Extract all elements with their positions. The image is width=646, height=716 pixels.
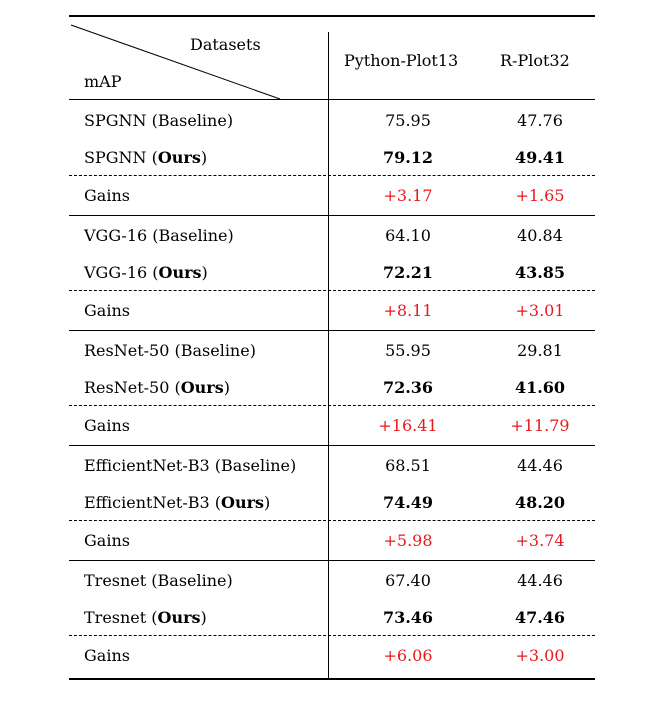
ours-value-cell: 47.46 bbox=[514, 608, 566, 627]
ours-value-cell: 49.41 bbox=[514, 148, 566, 167]
ours-label-prefix: ResNet-50 ( bbox=[84, 378, 181, 397]
ours-value-cell: 43.85 bbox=[514, 263, 566, 282]
gains-value-cell: +3.17 bbox=[383, 186, 433, 205]
baseline-value-cell: 44.46 bbox=[517, 571, 563, 590]
gains-value-cell: +3.01 bbox=[515, 301, 565, 320]
header-diagonal-line bbox=[70, 24, 281, 100]
group-separator bbox=[69, 445, 595, 446]
baseline-row-label: VGG-16 (Baseline) bbox=[84, 226, 234, 245]
baseline-value-cell: 40.84 bbox=[517, 226, 563, 245]
ours-row-label: ResNet-50 (Ours) bbox=[84, 378, 230, 398]
ours-label-bold: Ours bbox=[180, 378, 224, 397]
column-divider bbox=[328, 32, 329, 679]
ours-label-suffix: ) bbox=[201, 263, 208, 282]
group-separator bbox=[69, 560, 595, 561]
ours-label-prefix: VGG-16 ( bbox=[84, 263, 159, 282]
group-separator bbox=[69, 330, 595, 331]
ours-label-prefix: Tresnet ( bbox=[84, 608, 158, 627]
ours-label-bold: Ours bbox=[158, 263, 202, 282]
ours-value-cell: 74.49 bbox=[382, 493, 434, 512]
gains-row-label: Gains bbox=[84, 531, 130, 550]
ours-value-cell: 41.60 bbox=[514, 378, 566, 397]
baseline-row-label: ResNet-50 (Baseline) bbox=[84, 341, 256, 360]
baseline-value-cell: 67.40 bbox=[385, 571, 431, 590]
baseline-value-cell: 29.81 bbox=[517, 341, 563, 360]
gains-value-cell: +1.65 bbox=[515, 186, 565, 205]
header-rule bbox=[69, 99, 595, 100]
ours-value-cell: 72.21 bbox=[382, 263, 434, 282]
baseline-value-cell: 68.51 bbox=[385, 456, 431, 475]
ours-value-cell: 72.36 bbox=[382, 378, 434, 397]
column-header-r-plot32: R-Plot32 bbox=[500, 51, 570, 70]
gains-row-label: Gains bbox=[84, 416, 130, 435]
column-header-python-plot13: Python-Plot13 bbox=[344, 51, 459, 70]
ours-label-bold: Ours bbox=[221, 493, 265, 512]
baseline-value-cell: 64.10 bbox=[385, 226, 431, 245]
baseline-value-cell: 55.95 bbox=[385, 341, 431, 360]
ours-value-cell: 73.46 bbox=[382, 608, 434, 627]
corner-header-datasets: Datasets bbox=[190, 35, 261, 54]
baseline-row-label: SPGNN (Baseline) bbox=[84, 111, 234, 130]
bottom-rule bbox=[69, 678, 595, 680]
gains-value-cell: +5.98 bbox=[383, 531, 433, 550]
gains-value-cell: +6.06 bbox=[383, 646, 433, 665]
ours-row-label: VGG-16 (Ours) bbox=[84, 263, 208, 283]
results-table: Datasets mAP Python-Plot13 R-Plot32 SPGN… bbox=[69, 15, 595, 681]
baseline-row-label: Tresnet (Baseline) bbox=[84, 571, 233, 590]
gains-row-label: Gains bbox=[84, 646, 130, 665]
dashed-separator bbox=[69, 635, 595, 636]
ours-label-bold: Ours bbox=[157, 608, 201, 627]
ours-label-suffix: ) bbox=[200, 608, 207, 627]
dashed-separator bbox=[69, 175, 595, 176]
group-separator bbox=[69, 215, 595, 216]
dashed-separator bbox=[69, 405, 595, 406]
ours-label-bold: Ours bbox=[157, 148, 201, 167]
gains-row-label: Gains bbox=[84, 186, 130, 205]
baseline-row-label: EfficientNet-B3 (Baseline) bbox=[84, 456, 297, 475]
baseline-value-cell: 44.46 bbox=[517, 456, 563, 475]
ours-row-label: SPGNN (Ours) bbox=[84, 148, 207, 168]
dashed-separator bbox=[69, 290, 595, 291]
gains-value-cell: +3.74 bbox=[515, 531, 565, 550]
baseline-value-cell: 47.76 bbox=[517, 111, 563, 130]
gains-value-cell: +3.00 bbox=[515, 646, 565, 665]
ours-label-suffix: ) bbox=[223, 378, 230, 397]
ours-value-cell: 79.12 bbox=[382, 148, 434, 167]
gains-value-cell: +8.11 bbox=[383, 301, 433, 320]
ours-label-suffix: ) bbox=[264, 493, 271, 512]
gains-value-cell: +16.41 bbox=[378, 416, 438, 435]
ours-row-label: Tresnet (Ours) bbox=[84, 608, 207, 628]
gains-value-cell: +11.79 bbox=[510, 416, 570, 435]
ours-label-suffix: ) bbox=[200, 148, 208, 167]
corner-header-metric: mAP bbox=[84, 72, 122, 91]
ours-row-label: EfficientNet-B3 (Ours) bbox=[84, 493, 270, 513]
dashed-separator bbox=[69, 520, 595, 521]
ours-label-prefix: SPGNN ( bbox=[84, 148, 158, 167]
top-rule bbox=[69, 15, 595, 17]
ours-label-prefix: EfficientNet-B3 ( bbox=[84, 493, 222, 512]
baseline-value-cell: 75.95 bbox=[385, 111, 431, 130]
gains-row-label: Gains bbox=[84, 301, 130, 320]
ours-value-cell: 48.20 bbox=[514, 493, 566, 512]
